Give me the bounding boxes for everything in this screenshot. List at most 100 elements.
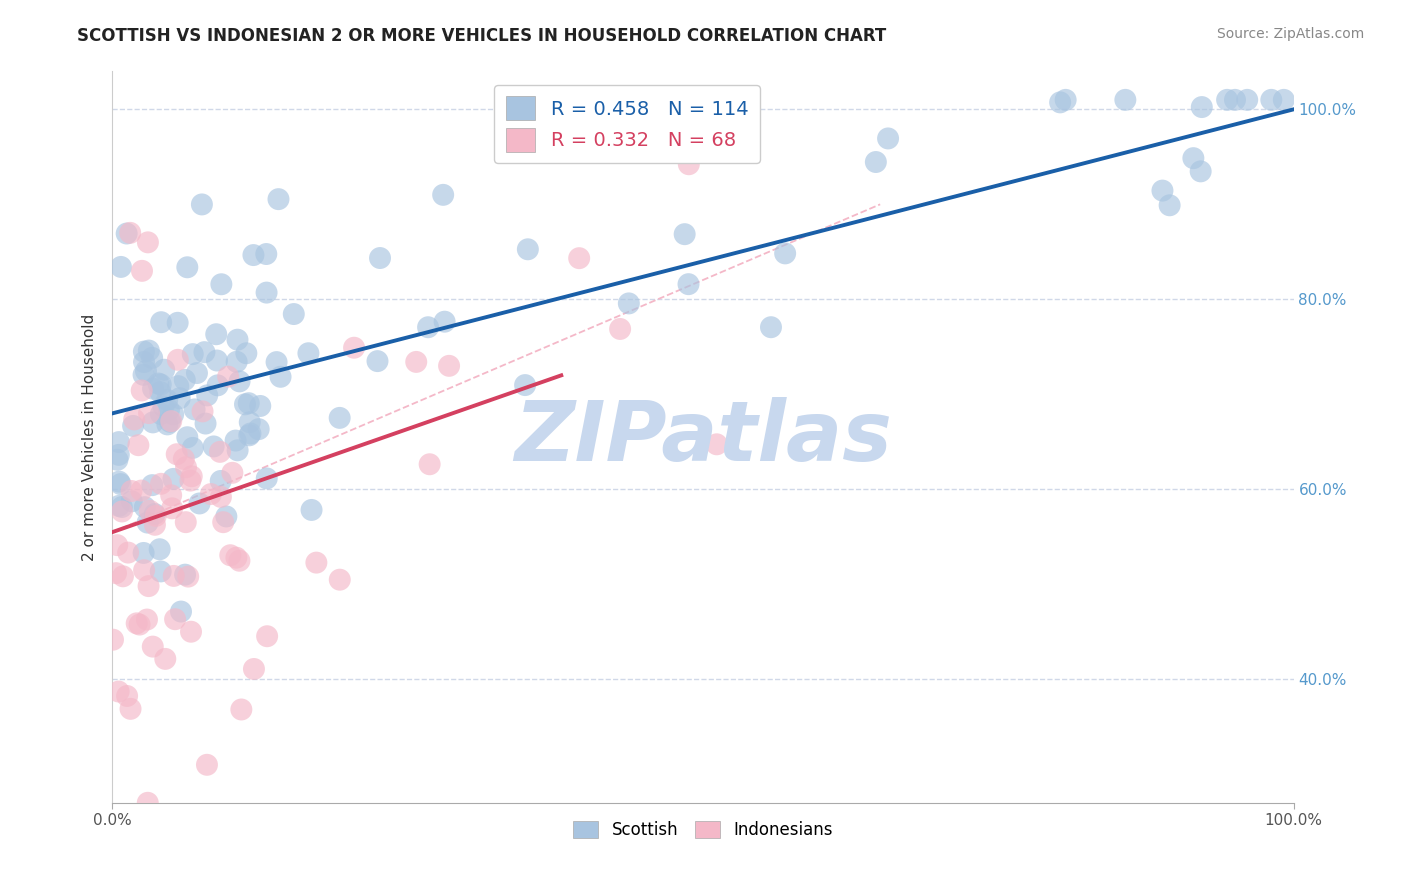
Point bbox=[209, 490, 232, 504]
Point bbox=[163, 569, 186, 583]
Point bbox=[128, 617, 150, 632]
Point bbox=[329, 573, 352, 587]
Point bbox=[432, 187, 454, 202]
Point bbox=[166, 352, 188, 367]
Point bbox=[212, 515, 235, 529]
Point bbox=[225, 550, 247, 565]
Point bbox=[120, 226, 142, 240]
Point bbox=[209, 277, 232, 292]
Point bbox=[149, 407, 172, 421]
Point bbox=[152, 400, 174, 414]
Point bbox=[188, 496, 211, 510]
Point bbox=[239, 426, 262, 441]
Point bbox=[149, 377, 172, 392]
Point bbox=[111, 504, 134, 518]
Point bbox=[127, 438, 149, 452]
Point bbox=[136, 796, 159, 810]
Point bbox=[181, 347, 204, 361]
Text: Source: ZipAtlas.com: Source: ZipAtlas.com bbox=[1216, 27, 1364, 41]
Point bbox=[101, 632, 124, 647]
Point bbox=[170, 605, 193, 619]
Point bbox=[166, 447, 188, 461]
Point bbox=[121, 483, 143, 498]
Point bbox=[174, 460, 197, 475]
Point bbox=[110, 260, 132, 274]
Point bbox=[159, 415, 181, 429]
Point bbox=[1191, 100, 1213, 114]
Point bbox=[678, 157, 700, 171]
Point bbox=[174, 567, 197, 582]
Point bbox=[877, 131, 900, 145]
Point bbox=[125, 616, 148, 631]
Point bbox=[202, 439, 225, 453]
Point bbox=[673, 227, 696, 242]
Point bbox=[183, 402, 205, 417]
Point bbox=[516, 242, 538, 256]
Point bbox=[243, 662, 266, 676]
Point bbox=[143, 507, 166, 521]
Point bbox=[231, 702, 253, 716]
Point bbox=[134, 500, 156, 515]
Point bbox=[162, 472, 184, 486]
Point bbox=[195, 388, 218, 402]
Point bbox=[180, 624, 202, 639]
Point bbox=[135, 364, 157, 378]
Point bbox=[226, 443, 249, 458]
Point bbox=[233, 397, 256, 411]
Point bbox=[191, 197, 214, 211]
Point bbox=[131, 384, 153, 398]
Point bbox=[141, 478, 163, 492]
Point bbox=[165, 612, 187, 626]
Point bbox=[110, 477, 132, 491]
Point bbox=[1223, 93, 1246, 107]
Point bbox=[226, 333, 249, 347]
Point bbox=[215, 509, 238, 524]
Point bbox=[368, 251, 391, 265]
Point bbox=[108, 448, 131, 462]
Point bbox=[138, 579, 160, 593]
Point bbox=[366, 354, 388, 368]
Point bbox=[283, 307, 305, 321]
Point bbox=[617, 296, 640, 310]
Point bbox=[115, 689, 138, 703]
Point bbox=[179, 474, 201, 488]
Point bbox=[270, 369, 292, 384]
Point bbox=[865, 155, 887, 169]
Point bbox=[129, 483, 152, 498]
Point bbox=[205, 327, 228, 342]
Point bbox=[1260, 93, 1282, 107]
Point bbox=[513, 378, 536, 392]
Point bbox=[1114, 93, 1136, 107]
Point bbox=[136, 516, 159, 530]
Point bbox=[122, 412, 145, 426]
Point bbox=[343, 341, 366, 355]
Point bbox=[167, 379, 190, 393]
Point bbox=[108, 475, 131, 489]
Point bbox=[228, 375, 250, 389]
Point bbox=[145, 508, 167, 523]
Text: SCOTTISH VS INDONESIAN 2 OR MORE VEHICLES IN HOUSEHOLD CORRELATION CHART: SCOTTISH VS INDONESIAN 2 OR MORE VEHICLE… bbox=[77, 27, 887, 45]
Point bbox=[207, 378, 229, 392]
Point bbox=[138, 343, 160, 358]
Point bbox=[1152, 184, 1174, 198]
Point bbox=[132, 563, 155, 577]
Point bbox=[173, 452, 195, 467]
Point bbox=[132, 344, 155, 359]
Point bbox=[180, 469, 202, 483]
Point bbox=[148, 376, 170, 391]
Point bbox=[150, 476, 173, 491]
Point bbox=[221, 466, 243, 480]
Point bbox=[162, 408, 184, 422]
Point bbox=[568, 251, 591, 265]
Point bbox=[305, 556, 328, 570]
Point bbox=[416, 320, 439, 334]
Point bbox=[256, 629, 278, 643]
Point bbox=[149, 565, 172, 579]
Point bbox=[219, 548, 242, 562]
Point bbox=[105, 566, 128, 581]
Point bbox=[228, 554, 250, 568]
Point bbox=[433, 315, 456, 329]
Point bbox=[136, 613, 159, 627]
Point bbox=[256, 471, 278, 485]
Point bbox=[121, 494, 143, 508]
